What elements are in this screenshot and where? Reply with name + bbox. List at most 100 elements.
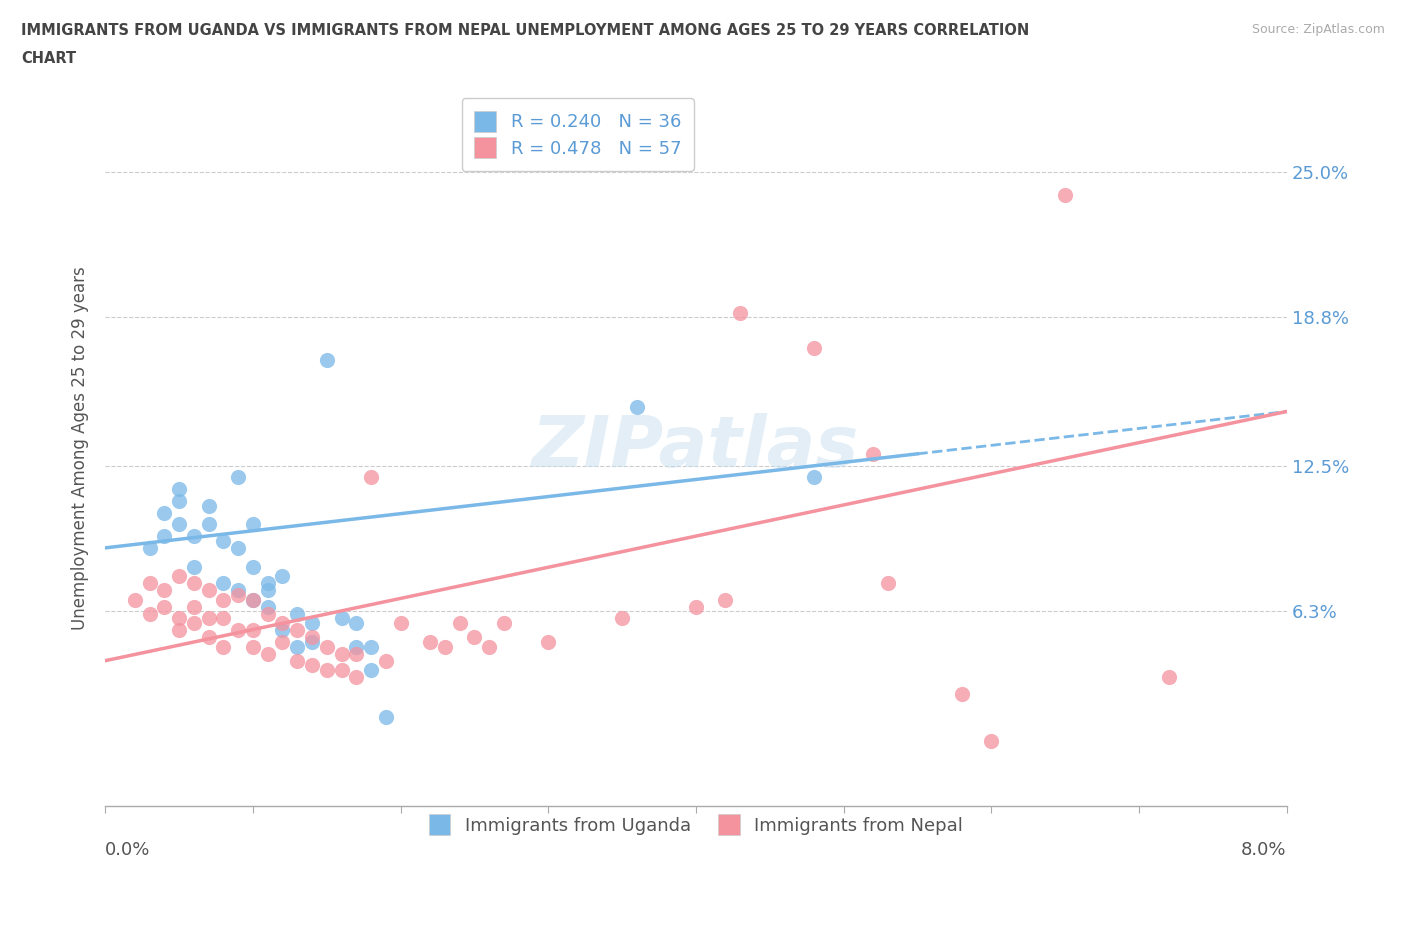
Immigrants from Nepal [537,634,560,649]
Text: 8.0%: 8.0% [1241,842,1286,859]
Immigrants from Uganda [271,623,294,638]
Immigrants from Nepal [714,592,737,607]
Immigrants from Nepal [167,623,190,638]
Immigrants from Uganda [360,639,382,654]
Immigrants from Nepal [256,646,278,661]
Immigrants from Uganda [344,616,367,631]
Text: CHART: CHART [21,51,76,66]
Immigrants from Uganda [301,634,323,649]
Immigrants from Nepal [153,583,176,598]
Immigrants from Nepal [360,470,382,485]
Immigrants from Uganda [167,517,190,532]
Immigrants from Nepal [950,686,973,701]
Immigrants from Uganda [271,568,294,583]
Immigrants from Uganda [301,616,323,631]
Immigrants from Uganda [183,559,205,574]
Immigrants from Uganda [226,583,249,598]
Immigrants from Uganda [256,599,278,614]
Immigrants from Uganda [153,505,176,520]
Immigrants from Nepal [242,592,264,607]
Text: 0.0%: 0.0% [105,842,150,859]
Immigrants from Nepal [685,599,707,614]
Immigrants from Uganda [256,576,278,591]
Immigrants from Uganda [374,710,396,724]
Immigrants from Uganda [197,517,219,532]
Immigrants from Nepal [197,630,219,644]
Immigrants from Nepal [138,576,160,591]
Immigrants from Uganda [285,606,308,621]
Immigrants from Uganda [212,576,235,591]
Immigrants from Nepal [183,599,205,614]
Immigrants from Uganda [226,540,249,555]
Immigrants from Uganda [242,592,264,607]
Immigrants from Nepal [242,639,264,654]
Immigrants from Nepal [124,592,146,607]
Immigrants from Nepal [167,611,190,626]
Immigrants from Nepal [463,630,485,644]
Immigrants from Nepal [478,639,501,654]
Text: ZIPatlas: ZIPatlas [533,414,859,483]
Immigrants from Nepal [226,588,249,603]
Immigrants from Nepal [271,616,294,631]
Immigrants from Nepal [301,630,323,644]
Immigrants from Nepal [803,340,825,355]
Immigrants from Nepal [315,663,337,678]
Immigrants from Nepal [344,670,367,684]
Immigrants from Nepal [271,634,294,649]
Immigrants from Nepal [1157,670,1180,684]
Immigrants from Uganda [138,540,160,555]
Immigrants from Nepal [285,623,308,638]
Immigrants from Nepal [877,576,900,591]
Immigrants from Uganda [803,470,825,485]
Immigrants from Nepal [197,611,219,626]
Immigrants from Uganda [183,528,205,543]
Immigrants from Nepal [449,616,471,631]
Immigrants from Uganda [344,639,367,654]
Legend: Immigrants from Uganda, Immigrants from Nepal: Immigrants from Uganda, Immigrants from … [416,802,976,847]
Immigrants from Nepal [138,606,160,621]
Immigrants from Nepal [730,305,752,320]
Y-axis label: Unemployment Among Ages 25 to 29 years: Unemployment Among Ages 25 to 29 years [72,266,89,630]
Immigrants from Nepal [153,599,176,614]
Immigrants from Uganda [330,611,353,626]
Immigrants from Nepal [330,663,353,678]
Immigrants from Nepal [226,623,249,638]
Immigrants from Uganda [242,517,264,532]
Immigrants from Nepal [242,623,264,638]
Text: Source: ZipAtlas.com: Source: ZipAtlas.com [1251,23,1385,36]
Immigrants from Nepal [301,658,323,672]
Immigrants from Nepal [433,639,456,654]
Immigrants from Uganda [242,559,264,574]
Immigrants from Nepal [492,616,515,631]
Immigrants from Uganda [285,639,308,654]
Immigrants from Uganda [197,498,219,513]
Immigrants from Nepal [389,616,412,631]
Immigrants from Nepal [212,639,235,654]
Immigrants from Nepal [374,653,396,668]
Immigrants from Nepal [419,634,441,649]
Immigrants from Uganda [167,494,190,509]
Immigrants from Nepal [330,646,353,661]
Immigrants from Nepal [256,606,278,621]
Text: IMMIGRANTS FROM UGANDA VS IMMIGRANTS FROM NEPAL UNEMPLOYMENT AMONG AGES 25 TO 29: IMMIGRANTS FROM UGANDA VS IMMIGRANTS FRO… [21,23,1029,38]
Immigrants from Nepal [315,639,337,654]
Immigrants from Uganda [256,583,278,598]
Immigrants from Nepal [183,616,205,631]
Immigrants from Nepal [197,583,219,598]
Immigrants from Nepal [344,646,367,661]
Immigrants from Nepal [167,568,190,583]
Immigrants from Uganda [226,470,249,485]
Immigrants from Uganda [153,528,176,543]
Immigrants from Uganda [212,534,235,549]
Immigrants from Nepal [212,592,235,607]
Immigrants from Nepal [980,733,1002,748]
Immigrants from Nepal [212,611,235,626]
Immigrants from Nepal [183,576,205,591]
Immigrants from Uganda [360,663,382,678]
Immigrants from Nepal [1054,188,1077,203]
Immigrants from Nepal [610,611,633,626]
Immigrants from Nepal [862,446,884,461]
Immigrants from Uganda [626,399,648,414]
Immigrants from Uganda [167,482,190,497]
Immigrants from Uganda [315,352,337,367]
